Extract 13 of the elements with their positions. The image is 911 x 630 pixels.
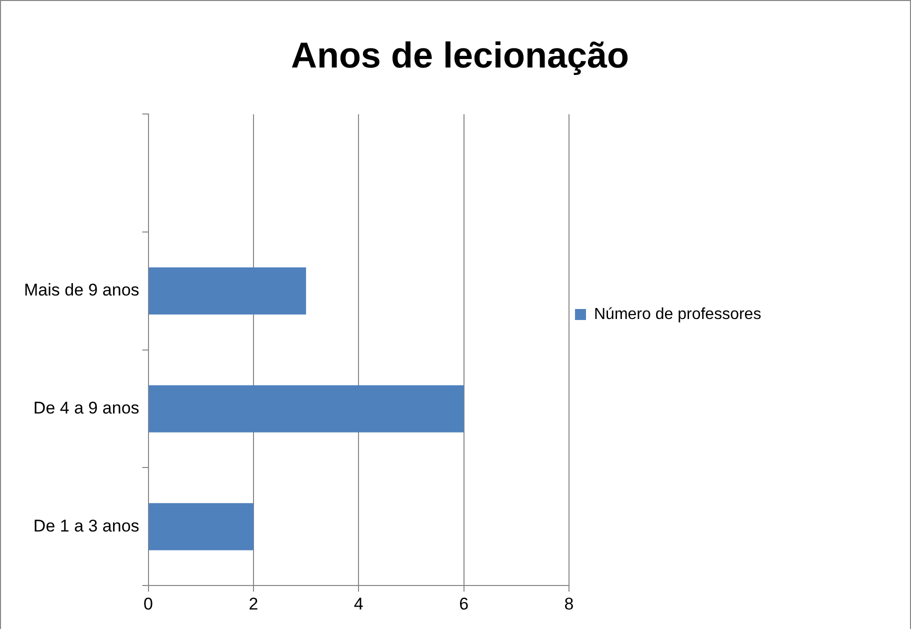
chart-title: Anos de lecionação bbox=[290, 34, 630, 76]
y-tick-label: Mais de 9 anos bbox=[24, 280, 140, 300]
x-tick-label: 4 bbox=[354, 594, 364, 614]
bar bbox=[148, 267, 306, 315]
x-tick-label: 2 bbox=[248, 594, 258, 614]
y-tick-label: De 1 a 3 anos bbox=[33, 516, 140, 536]
x-tick-label: 6 bbox=[459, 594, 469, 614]
y-tick-label: De 4 a 9 anos bbox=[33, 398, 140, 418]
x-tick-label: 8 bbox=[564, 594, 574, 614]
legend-label: Número de professores bbox=[594, 306, 762, 323]
x-tick-label: 0 bbox=[144, 594, 154, 614]
bar bbox=[148, 385, 464, 432]
bar bbox=[148, 503, 254, 550]
